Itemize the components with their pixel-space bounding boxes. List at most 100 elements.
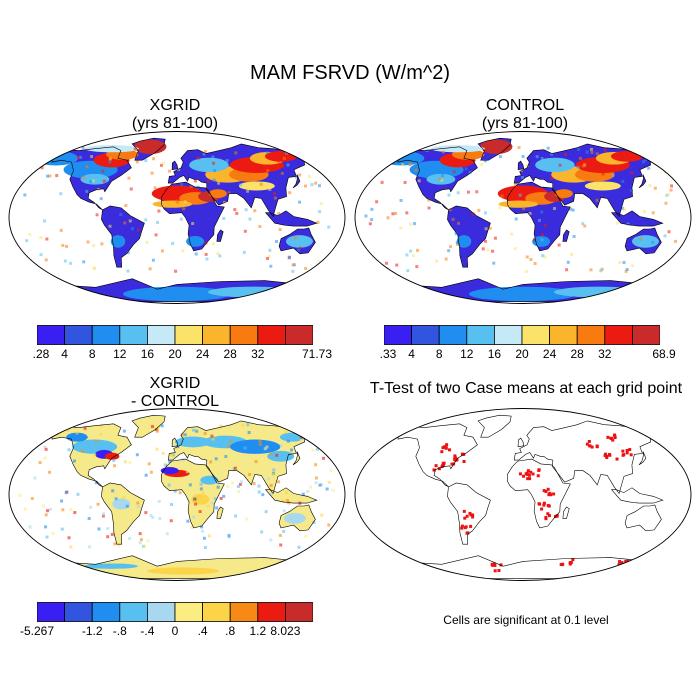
land-madagascar (562, 229, 570, 242)
colorbar-tick-label: 28 (570, 347, 584, 361)
significant-cell (493, 569, 497, 573)
field-cell (480, 162, 484, 166)
colorbar-swatch (576, 325, 606, 345)
panel-title-ttest-line1: T-Test of two Case means at each grid po… (369, 380, 683, 397)
field-cell (211, 242, 215, 246)
field-cell (286, 439, 290, 443)
field-cell (261, 456, 265, 460)
field-cell (291, 263, 295, 267)
field-cell (304, 534, 308, 538)
field-cell (129, 187, 133, 191)
field-cell (405, 253, 409, 257)
field-cell (40, 166, 44, 170)
field-cell (395, 263, 399, 267)
field-cell (87, 516, 91, 520)
field-cell (76, 156, 80, 160)
significant-cell (568, 561, 572, 565)
field-cell (327, 480, 331, 484)
significant-cell (522, 474, 526, 478)
coastline-samerica (447, 205, 491, 268)
coastline-antarctica (396, 555, 651, 579)
field-cell (43, 219, 47, 223)
colorbar-swatch (257, 325, 286, 345)
field-cell (205, 257, 209, 261)
field-cell (456, 221, 460, 225)
significant-cell (621, 449, 625, 453)
field-cell (25, 239, 29, 243)
land-samerica (447, 206, 491, 268)
field-cell (39, 253, 43, 257)
field-cell (207, 534, 211, 538)
field-cell (279, 543, 283, 547)
field-cell (219, 497, 223, 501)
field-cell (188, 483, 192, 487)
field-cell (257, 484, 261, 488)
field-cell (168, 169, 172, 173)
colorbar-tick-label: 8.023 (270, 624, 301, 638)
field-cell (151, 258, 155, 262)
significant-cell (624, 559, 628, 563)
field-cell (524, 269, 528, 273)
field-cell (213, 169, 217, 173)
colorbar-tick-label: 24 (195, 347, 210, 361)
field-cell (38, 461, 42, 465)
field-cell (138, 532, 142, 536)
field-cell (380, 180, 384, 184)
field-cell (278, 228, 282, 232)
field-cell (225, 159, 229, 163)
field-cell (583, 163, 587, 167)
field-cell (76, 492, 80, 496)
field-cell (641, 160, 645, 164)
field-cell (409, 222, 413, 226)
significant-cell (552, 492, 556, 496)
field-cell (46, 509, 50, 513)
field-cell (391, 212, 395, 216)
significant-cell (447, 448, 451, 452)
field-cell (546, 146, 550, 150)
field-cell (290, 448, 294, 452)
field-cell (144, 218, 148, 222)
field-cell (155, 447, 159, 451)
field-cell (438, 177, 442, 181)
field-cell (126, 269, 130, 273)
field-cell (293, 236, 297, 240)
map-layer (23, 137, 331, 302)
field-cell (201, 491, 205, 495)
field-cell (223, 472, 227, 476)
field-cell (167, 483, 171, 487)
panel-title-xgrid-line1: XGRID (149, 97, 201, 114)
field-cell (484, 239, 488, 243)
colorbar-swatch (119, 602, 148, 622)
significant-cell (542, 503, 546, 507)
coastline-namerica (51, 423, 132, 488)
field-cell (196, 156, 200, 160)
field-cell (284, 151, 288, 155)
coastline-namerica (51, 146, 132, 211)
significant-cell (547, 514, 551, 518)
field-cell (138, 541, 142, 545)
significant-cell (529, 470, 533, 474)
field-cell (286, 163, 290, 167)
colorbar-tick-label: 12 (460, 347, 474, 361)
field-cell (222, 494, 226, 498)
significant-cell (606, 435, 610, 439)
coastline-japan (292, 451, 301, 466)
field-cell (202, 152, 206, 156)
colorbar-tick-label: .33 (379, 347, 397, 361)
field-cell (464, 167, 468, 171)
field-cell (269, 479, 273, 483)
field-cell (299, 438, 303, 442)
field-cell (101, 512, 105, 516)
significant-cell (604, 452, 608, 456)
field-cell (183, 433, 187, 437)
field-cell (109, 163, 113, 167)
field-cell (624, 269, 628, 273)
field-cell (94, 439, 98, 443)
field-cell (23, 507, 27, 511)
field-cell (69, 508, 73, 512)
field-cell (317, 184, 321, 188)
field-cell (444, 257, 448, 261)
field-cell (236, 485, 240, 489)
field-cell (82, 260, 86, 264)
field-cell (273, 196, 277, 200)
